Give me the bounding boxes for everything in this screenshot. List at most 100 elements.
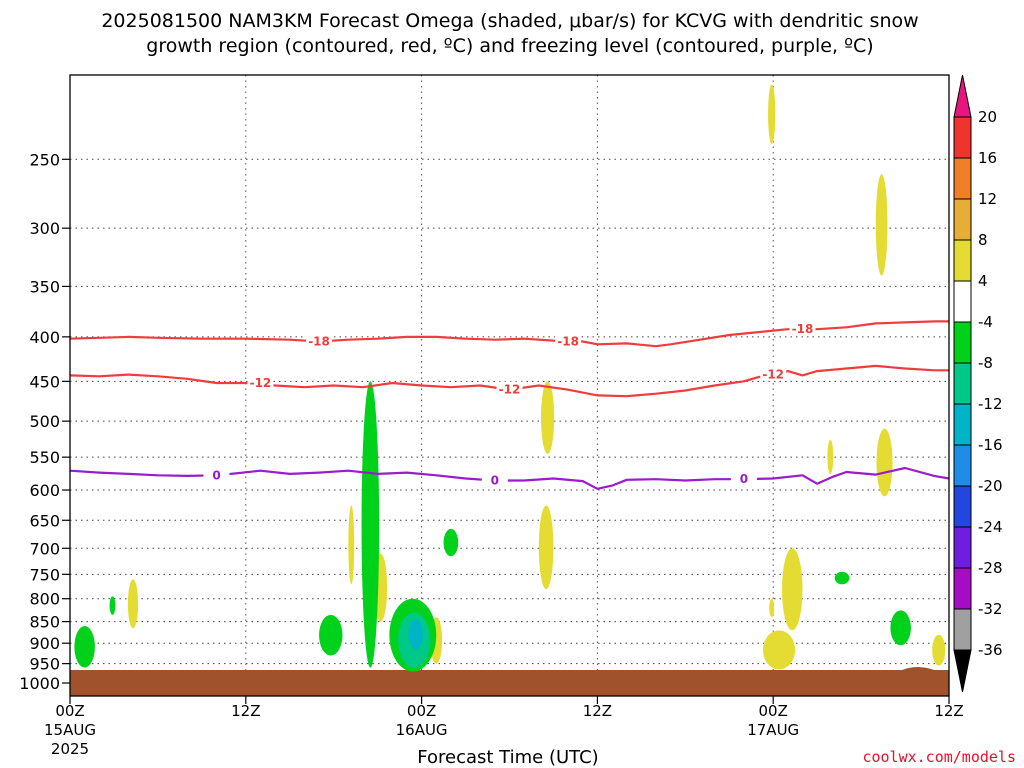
- contour-label: -18: [308, 335, 330, 349]
- omega-feature: [408, 619, 424, 650]
- colorbar-label: -36: [978, 641, 1003, 659]
- y-axis: 250 300 350 400 450 500 550 600 650 700 750 800 850 9…: [19, 150, 70, 693]
- omega-feature: [762, 630, 796, 670]
- colorbar-bin: [953, 403, 972, 446]
- omega-feature: [443, 528, 459, 557]
- chart-title-line-2: growth region (contoured, red, ºC) and f…: [146, 35, 873, 57]
- y-tick-label: 600: [29, 481, 60, 500]
- y-tick-label: 250: [29, 150, 60, 169]
- omega-feature: [538, 505, 554, 590]
- omega-feature: [768, 84, 776, 144]
- plot-area: -18 -18 -18 -12 -12 -12 0 0 0: [69, 74, 950, 697]
- omega-feature: [769, 598, 775, 618]
- colorbar: 20 16 12 8 4 -4 -8 -12 -16 -20 -24 -28 -32 -36: [953, 74, 1003, 693]
- plot-frame: [69, 74, 950, 697]
- x-tick-label: 12Z: [934, 702, 963, 720]
- y-tick-label: 900: [29, 634, 60, 653]
- y-tick-label: 950: [29, 655, 60, 674]
- contour-label-bg: [496, 381, 523, 396]
- omega-feature: [127, 579, 139, 629]
- contour-label-bg: [789, 321, 816, 336]
- omega-feature: [834, 571, 850, 585]
- omega-feature: [890, 610, 911, 646]
- colorbar-label: -12: [978, 395, 1003, 413]
- y-tick-label: 850: [29, 613, 60, 632]
- grid-layer: [70, 75, 949, 696]
- omega-feature: [932, 634, 946, 666]
- x-axis-label: Forecast Time (UTC): [417, 747, 598, 768]
- x-tick-label: 00Z: [55, 702, 84, 720]
- colorbar-label: 4: [978, 272, 988, 290]
- colorbar-bin: [953, 116, 972, 159]
- y-tick-label: 750: [29, 565, 60, 584]
- omega-feature: [827, 439, 834, 474]
- colorbar-label: 12: [978, 190, 997, 208]
- omega-shading-layer: [74, 84, 946, 672]
- omega-feature: [319, 614, 343, 656]
- y-tick-label: 700: [29, 539, 60, 558]
- colorbar-bin: [953, 526, 972, 569]
- y-tick-label: 300: [29, 219, 60, 238]
- colorbar-label: 20: [978, 108, 997, 126]
- y-tick-label: 1000: [19, 674, 60, 693]
- contour-label: -18: [557, 335, 579, 349]
- colorbar-bottom-triangle: [953, 649, 972, 693]
- colorbar-bin: [953, 362, 972, 405]
- x-date-label: 17AUG: [747, 721, 799, 739]
- omega-feature: [876, 428, 893, 497]
- omega-feature: [781, 548, 803, 631]
- credit-text: coolwx.com/models: [862, 748, 1016, 766]
- ground-layer: [70, 667, 949, 696]
- omega-feature: [875, 174, 888, 276]
- colorbar-label: 16: [978, 149, 997, 167]
- y-tick-label: 400: [29, 328, 60, 347]
- x-date-label: 15AUG: [44, 721, 96, 739]
- y-tick-label: 500: [29, 412, 60, 431]
- omega-feature: [74, 626, 95, 668]
- contour-label: -18: [792, 322, 814, 336]
- contour-label: 0: [491, 473, 499, 487]
- contour-label-bg: [247, 375, 274, 390]
- colorbar-label: -8: [978, 354, 993, 372]
- contour-label: 0: [212, 468, 220, 482]
- colorbar-bin: [953, 321, 972, 364]
- x-tick-label: 00Z: [407, 702, 436, 720]
- colorbar-label: -16: [978, 436, 1003, 454]
- x-date-label: 16AUG: [396, 721, 448, 739]
- colorbar-bin: [953, 198, 972, 241]
- y-tick-label: 350: [29, 277, 60, 296]
- omega-feature: [109, 596, 116, 615]
- contour-label-bg: [760, 366, 787, 381]
- colorbar-bin: [953, 485, 972, 528]
- contour-label: 0: [740, 472, 748, 486]
- y-tick-label: 800: [29, 590, 60, 609]
- contour-label-bg: [555, 333, 582, 348]
- omega-feature: [348, 505, 355, 585]
- y-tick-label: 550: [29, 448, 60, 467]
- colorbar-label: 8: [978, 231, 988, 249]
- colorbar-label: -4: [978, 313, 993, 331]
- colorbar-label: -20: [978, 477, 1003, 495]
- colorbar-bin: [953, 608, 972, 651]
- x-tick-label: 00Z: [759, 702, 788, 720]
- y-tick-label: 450: [29, 372, 60, 391]
- colorbar-label: -28: [978, 559, 1003, 577]
- y-tick-label: 650: [29, 511, 60, 530]
- contour-label: -12: [499, 383, 521, 397]
- contour-line: [69, 320, 949, 348]
- colorbar-bin: [953, 280, 972, 323]
- x-tick-label: 12Z: [583, 702, 612, 720]
- colorbar-bin: [953, 157, 972, 200]
- omega-feature: [361, 381, 380, 668]
- contour-label: -12: [762, 368, 784, 382]
- colorbar-label: -32: [978, 600, 1003, 618]
- chart-title-line-1: 2025081500 NAM3KM Forecast Omega (shaded…: [101, 10, 918, 32]
- contour-label-bg: [306, 333, 333, 348]
- colorbar-top-triangle: [953, 74, 972, 118]
- contour-label-bg: [203, 467, 230, 482]
- colorbar-bin: [953, 239, 972, 282]
- contour-layer: -18 -18 -18 -12 -12 -12 0 0 0: [69, 320, 950, 490]
- contour-label: -12: [250, 376, 272, 390]
- ground-fill: [70, 670, 949, 696]
